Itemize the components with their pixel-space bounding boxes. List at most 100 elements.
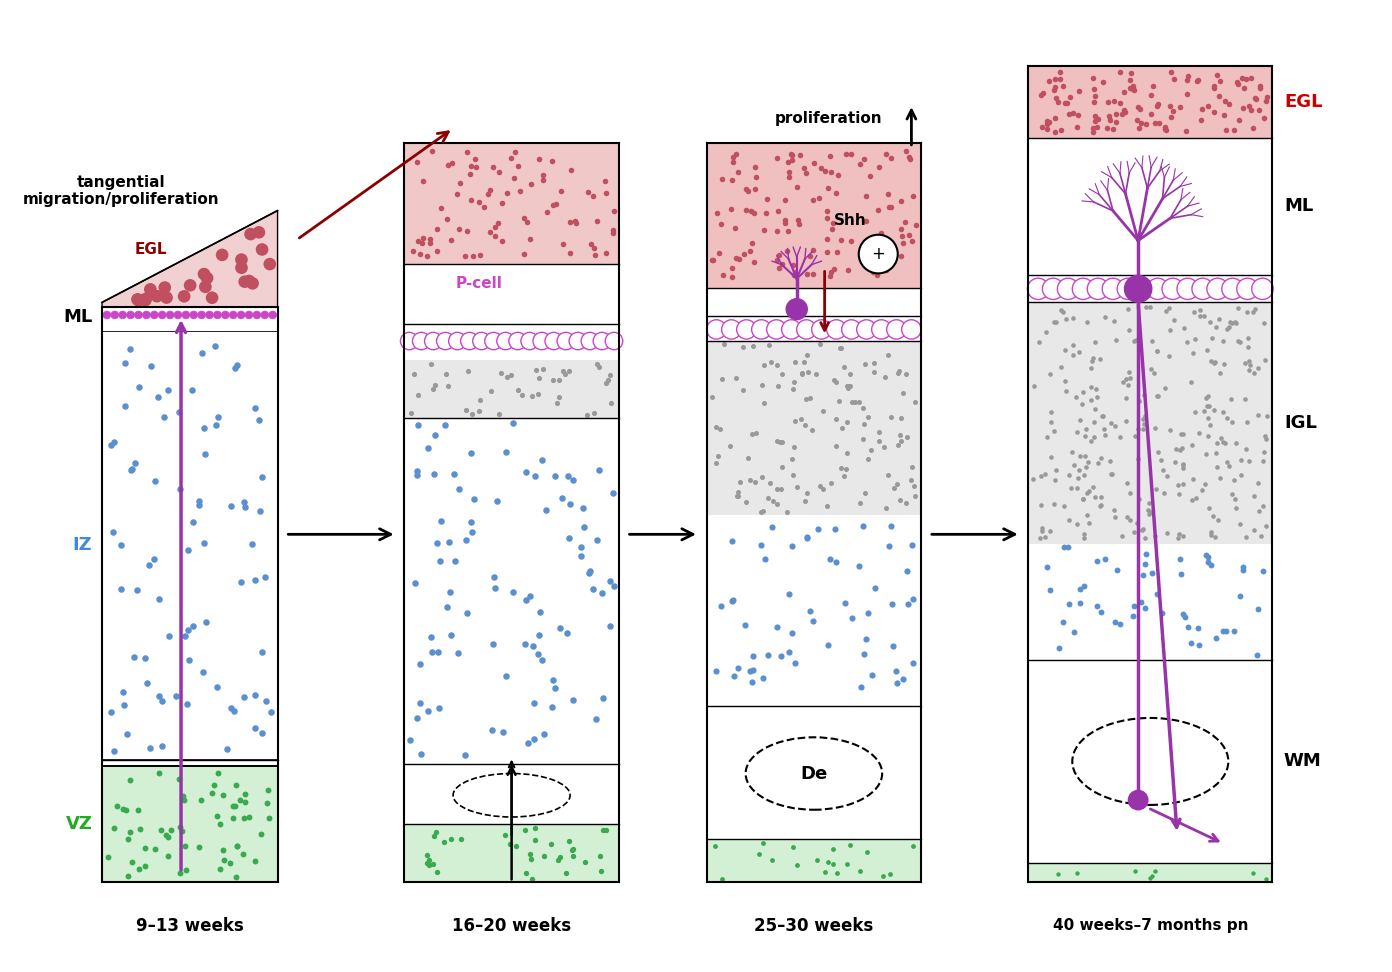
Point [1050,122,1072,138]
Point [1176,87,1199,102]
Circle shape [213,311,221,319]
Circle shape [796,320,816,339]
Point [519,851,541,867]
Point [525,363,547,378]
Point [459,191,482,207]
Point [418,851,440,867]
Text: De: De [800,765,827,782]
Point [757,647,780,663]
Point [491,724,514,740]
Point [1050,359,1072,374]
Point [1050,64,1072,80]
Point [1073,578,1096,594]
Point [1212,107,1235,122]
Circle shape [1178,278,1199,299]
Bar [404,324,619,353]
Point [496,444,518,460]
Point [867,424,889,439]
Point [193,447,216,463]
Point [1082,124,1104,140]
Text: 25–30 weeks: 25–30 weeks [754,917,874,935]
Point [1132,411,1154,427]
Point [148,688,170,704]
Circle shape [1102,278,1123,299]
Point [168,481,191,497]
Point [1169,551,1192,567]
Point [202,778,224,793]
Point [1151,605,1173,620]
Point [594,186,617,201]
Point [221,810,244,825]
Point [1023,379,1045,395]
Point [1114,102,1136,118]
Point [447,644,469,660]
Point [1253,498,1275,513]
Point [806,852,828,868]
Point [1242,121,1264,136]
Point [226,778,248,793]
Point [175,697,198,712]
Point [1076,314,1098,330]
Point [1232,562,1254,577]
Point [1073,530,1096,545]
Point [1237,453,1260,469]
Point [896,596,919,611]
Point [1247,503,1270,519]
Point [500,151,522,166]
Bar [707,314,922,341]
Point [530,652,553,668]
Point [533,849,555,864]
Point [423,428,445,443]
Point [1205,435,1228,451]
Point [523,731,546,746]
Point [1154,380,1176,396]
Point [770,648,792,664]
Point [1233,392,1256,407]
Point [450,831,472,847]
Point [1229,516,1251,532]
Bar [707,515,922,704]
Point [780,147,802,162]
Point [1187,638,1210,653]
Point [516,214,539,229]
Point [818,268,841,284]
Circle shape [263,258,276,270]
Point [480,383,503,399]
Point [468,403,490,419]
Point [885,676,908,691]
Point [400,732,422,747]
Point [820,475,842,491]
Point [835,146,857,161]
Point [831,420,853,435]
Point [750,377,773,393]
Point [1183,403,1205,419]
Point [782,468,805,483]
Point [1065,389,1087,404]
Point [1069,448,1091,464]
Point [206,808,228,823]
Circle shape [139,294,152,306]
Point [117,868,139,884]
Point [582,581,604,597]
Point [1043,83,1065,98]
Bar [404,824,619,883]
Point [422,856,444,872]
Text: IGL: IGL [1283,414,1317,433]
Point [182,618,205,634]
Point [473,199,496,215]
Point [400,405,422,421]
Point [1111,529,1133,544]
Point [1228,333,1250,349]
Point [848,395,870,410]
Point [892,385,915,400]
Point [1218,96,1240,112]
Point [1061,480,1083,496]
Point [880,198,902,214]
Point [1038,365,1061,381]
Point [721,154,743,169]
Point [1040,414,1062,430]
Point [750,538,773,553]
Point [1193,403,1215,419]
Point [1125,515,1147,531]
Point [507,382,529,398]
